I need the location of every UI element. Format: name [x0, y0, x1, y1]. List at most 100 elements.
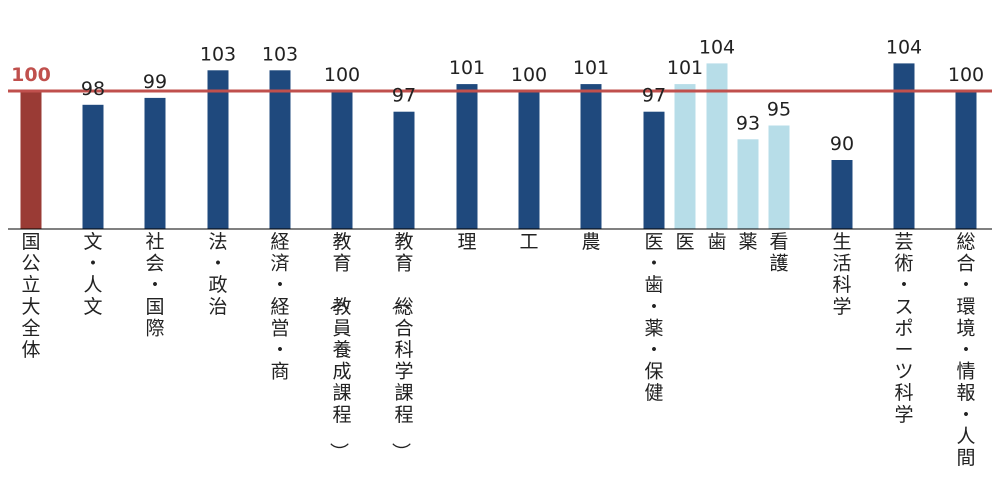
category-label-4: 経済・経営・商 — [270, 231, 289, 383]
category-char: 学 — [832, 296, 851, 318]
category-label-17: 総合・環境・情報・人間 — [956, 231, 975, 469]
category-char: 商 — [270, 361, 289, 383]
category-char: 全 — [21, 317, 40, 339]
bar-6 — [393, 111, 415, 229]
bar-2 — [144, 97, 166, 230]
category-char: 保 — [644, 361, 663, 383]
category-char: ・ — [956, 274, 975, 296]
category-label-8: 工 — [519, 231, 538, 253]
bar-3 — [207, 70, 229, 229]
category-char: ・ — [208, 253, 227, 275]
category-char: 健 — [644, 382, 663, 404]
value-label-11: 101 — [667, 57, 703, 79]
category-char: 術 — [894, 253, 913, 275]
category-char: ・ — [644, 296, 663, 318]
category-char: ス — [894, 296, 913, 318]
category-label-16: 芸術・スポーツ科学 — [894, 231, 913, 426]
category-char: 程 — [332, 404, 351, 426]
bar-15 — [831, 160, 853, 229]
bar-8 — [518, 91, 540, 229]
bar-0 — [20, 91, 42, 229]
category-char: 国 — [145, 296, 164, 318]
category-char: 程 — [394, 404, 413, 426]
category-char: 立 — [21, 274, 40, 296]
value-label-12: 104 — [699, 36, 735, 58]
category-char: （ — [327, 291, 349, 310]
category-char: ポ — [894, 317, 913, 339]
category-char: 総 — [956, 231, 975, 253]
bar-13 — [737, 139, 759, 229]
category-char: ・ — [270, 274, 289, 296]
category-char: 社 — [145, 231, 164, 253]
category-label-14: 看護 — [769, 231, 788, 275]
category-label-6: 教育 （総合科学課程 ） — [389, 231, 413, 461]
bar-4 — [269, 70, 291, 229]
category-char: 人 — [956, 425, 975, 447]
category-char: 科 — [894, 382, 913, 404]
category-char: 医 — [644, 231, 663, 253]
value-label-6: 97 — [392, 85, 416, 107]
bar-1 — [82, 104, 104, 229]
category-char: 報 — [956, 382, 975, 404]
value-label-17: 100 — [948, 64, 984, 86]
category-label-1: 文・人文 — [83, 231, 102, 318]
category-char: ・ — [644, 253, 663, 275]
category-char: 薬 — [644, 317, 663, 339]
category-char: 政 — [208, 274, 227, 296]
bar-16 — [893, 63, 915, 230]
value-label-9: 101 — [573, 57, 609, 79]
category-char: 看 — [769, 231, 788, 253]
category-char: 教 — [332, 231, 351, 253]
category-char: 芸 — [894, 231, 913, 253]
value-label-3: 103 — [200, 43, 236, 65]
category-char: 育 — [394, 253, 413, 275]
value-label-1: 98 — [81, 78, 105, 100]
category-char: 農 — [581, 231, 600, 253]
value-label-0: 100 — [11, 64, 51, 86]
category-char: ） — [327, 442, 349, 461]
category-label-9: 農 — [581, 231, 600, 253]
category-char: 国 — [21, 231, 40, 253]
category-char: 工 — [519, 231, 538, 253]
category-char: 課 — [332, 382, 351, 404]
category-char: 科 — [394, 339, 413, 361]
value-label-2: 99 — [143, 71, 167, 93]
category-char: ー — [894, 339, 913, 361]
category-char: ・ — [644, 339, 663, 361]
category-char: 体 — [21, 339, 40, 361]
category-char: 境 — [956, 317, 975, 339]
value-label-16: 104 — [886, 36, 922, 58]
category-char: 員 — [332, 317, 351, 339]
category-char: 総 — [394, 296, 413, 318]
value-label-7: 101 — [449, 57, 485, 79]
category-char: 大 — [21, 296, 40, 318]
value-label-5: 100 — [324, 64, 360, 86]
category-char: 教 — [332, 296, 351, 318]
category-char: 歯 — [644, 274, 663, 296]
category-char: 間 — [956, 447, 975, 469]
category-char: 環 — [956, 296, 975, 318]
bar-17 — [955, 91, 977, 229]
category-char: 済 — [270, 253, 289, 275]
category-label-0: 国公立大全体 — [21, 231, 40, 361]
bar-10 — [643, 111, 665, 229]
category-char: 文 — [83, 231, 102, 253]
category-char: 経 — [270, 231, 289, 253]
value-label-14: 95 — [767, 99, 791, 121]
category-char: ） — [389, 442, 411, 461]
category-char: 情 — [956, 361, 975, 383]
category-char: 課 — [394, 382, 413, 404]
value-label-4: 103 — [262, 43, 298, 65]
category-char: ツ — [894, 361, 913, 383]
category-char: 理 — [457, 231, 476, 253]
category-char: 経 — [270, 296, 289, 318]
category-char: 医 — [675, 231, 694, 253]
category-label-15: 生活科学 — [832, 231, 851, 318]
category-char: 法 — [208, 231, 227, 253]
category-char: 生 — [832, 231, 851, 253]
bar-9 — [580, 84, 602, 229]
value-label-13: 93 — [736, 112, 760, 134]
category-char: 会 — [145, 253, 164, 275]
category-char: 護 — [769, 253, 788, 275]
